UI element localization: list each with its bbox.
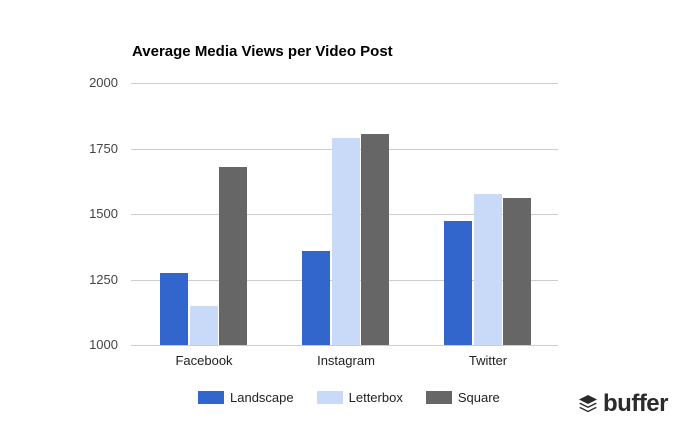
legend-item-letterbox: Letterbox [316, 390, 403, 405]
gridline [131, 83, 558, 84]
x-category-label: Instagram [317, 353, 375, 368]
stack-layers-icon [579, 395, 597, 413]
legend-swatch [316, 391, 343, 404]
bar-twitter-square [503, 198, 531, 345]
y-tick-label: 1750 [89, 141, 118, 156]
legend-item-landscape: Landscape [198, 390, 294, 405]
legend-item-square: Square [425, 390, 500, 405]
bar-instagram-square [361, 134, 389, 345]
legend-label: Square [457, 390, 500, 405]
buffer-logo: buffer [578, 390, 669, 417]
bar-facebook-landscape [160, 273, 188, 345]
bar-twitter-letterbox [474, 194, 502, 345]
gridline [131, 345, 558, 346]
y-tick-label: 2000 [89, 75, 118, 90]
bar-facebook-letterbox [190, 306, 218, 345]
legend-swatch [425, 391, 452, 404]
chart-title: Average Media Views per Video Post [132, 43, 393, 60]
y-tick-label: 1250 [89, 272, 118, 287]
legend-label: Landscape [230, 390, 294, 405]
bar-instagram-landscape [302, 251, 330, 345]
legend-swatch [198, 391, 224, 404]
bar-twitter-landscape [444, 221, 472, 345]
legend: Landscape Letterbox Square [198, 390, 523, 405]
y-tick-label: 1000 [89, 337, 118, 352]
logo-text: buffer [603, 390, 669, 417]
legend-label: Letterbox [348, 390, 403, 405]
x-category-label: Twitter [468, 353, 508, 368]
x-category-label: Facebook [175, 353, 233, 368]
bar-instagram-letterbox [332, 138, 360, 345]
bar-facebook-square [219, 167, 247, 345]
y-tick-label: 1500 [89, 206, 118, 221]
